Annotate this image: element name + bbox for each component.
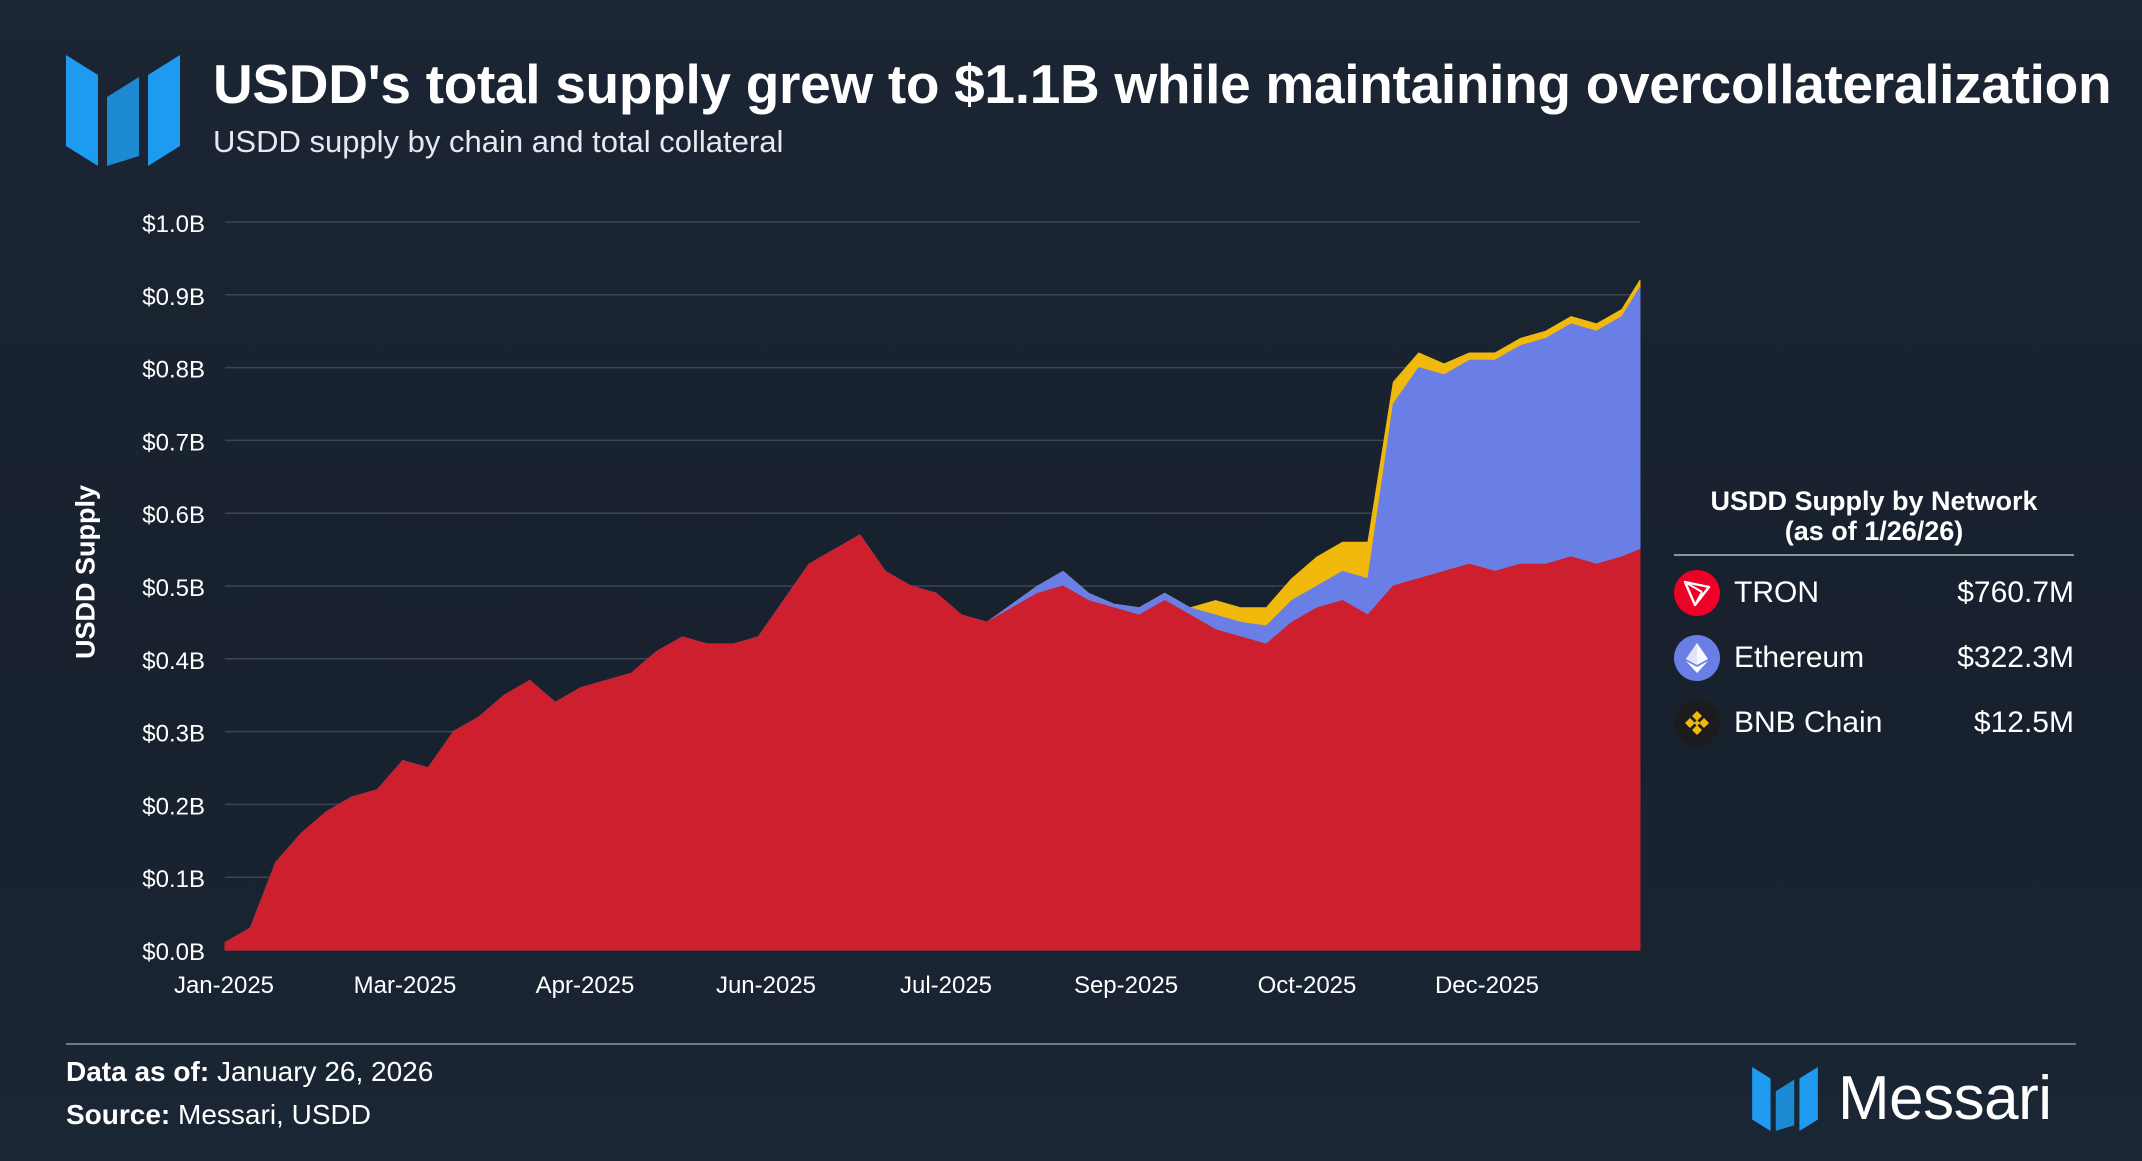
ethereum-icon xyxy=(1674,634,1720,681)
brand-name: Messari xyxy=(1838,1064,2052,1133)
legend-item-tron: TRON $760.7M xyxy=(1674,560,2074,625)
y-tick-label: $1.0B xyxy=(142,211,205,238)
network-legend: USDD Supply by Network (as of 1/26/26) T… xyxy=(1674,486,2074,755)
messari-brand: Messari xyxy=(1752,1063,2052,1134)
chart-title: USDD's total supply grew to $1.1B while … xyxy=(213,53,2112,115)
y-tick-label: $0.5B xyxy=(142,575,205,602)
x-tick-label: Sep-2025 xyxy=(1074,972,1178,999)
data-as-of: Data as of: January 26, 2026 xyxy=(66,1056,433,1088)
chart-subtitle: USDD supply by chain and total collatera… xyxy=(213,124,784,159)
y-tick-label: $0.4B xyxy=(142,648,205,675)
legend-item-value: $12.5M xyxy=(1973,705,2074,739)
legend-item-ethereum: Ethereum $322.3M xyxy=(1674,625,2074,690)
legend-item-label: TRON xyxy=(1734,575,1819,609)
y-tick-label: $0.0B xyxy=(142,939,205,966)
source-value: Messari, USDD xyxy=(178,1099,371,1130)
x-tick-label: Dec-2025 xyxy=(1435,972,1539,999)
legend-title-line2: (as of 1/26/26) xyxy=(1784,516,1964,546)
messari-logo-icon xyxy=(66,55,180,166)
x-tick-label: Mar-2025 xyxy=(354,972,457,999)
x-tick-label: Jan-2025 xyxy=(174,972,274,999)
legend-item-label: Ethereum xyxy=(1734,640,1865,674)
y-tick-label: $0.1B xyxy=(142,866,205,893)
messari-logo-icon xyxy=(1752,1066,1818,1131)
y-tick-label: $0.6B xyxy=(142,502,205,529)
source-note: Source: Messari, USDD xyxy=(66,1099,371,1131)
y-tick-label: $0.9B xyxy=(142,284,205,311)
data-as-of-label: Data as of: xyxy=(66,1056,210,1087)
footer-divider xyxy=(66,1043,2076,1045)
y-tick-label: $0.3B xyxy=(142,721,205,748)
legend-divider xyxy=(1674,554,2074,556)
x-tick-label: Jun-2025 xyxy=(716,972,816,999)
tron-area xyxy=(224,534,1641,951)
legend-title-line1: USDD Supply by Network xyxy=(1710,486,2038,516)
y-tick-label: $0.7B xyxy=(142,429,205,456)
source-label: Source: xyxy=(66,1099,171,1130)
bnb-icon xyxy=(1674,699,1720,746)
x-tick-label: Jul-2025 xyxy=(900,972,992,999)
y-tick-label: $0.8B xyxy=(142,357,205,384)
legend-item-bnb: BNB Chain $12.5M xyxy=(1674,690,2074,755)
legend-title: USDD Supply by Network (as of 1/26/26) xyxy=(1674,486,2074,546)
y-tick-label: $0.2B xyxy=(142,793,205,820)
legend-item-label: BNB Chain xyxy=(1734,705,1883,739)
legend-item-value: $322.3M xyxy=(1957,640,2074,674)
legend-item-value: $760.7M xyxy=(1957,575,2074,609)
x-tick-label: Apr-2025 xyxy=(536,972,635,999)
tron-icon xyxy=(1674,569,1720,616)
data-as-of-value: January 26, 2026 xyxy=(216,1056,434,1087)
x-tick-label: Oct-2025 xyxy=(1258,972,1357,999)
